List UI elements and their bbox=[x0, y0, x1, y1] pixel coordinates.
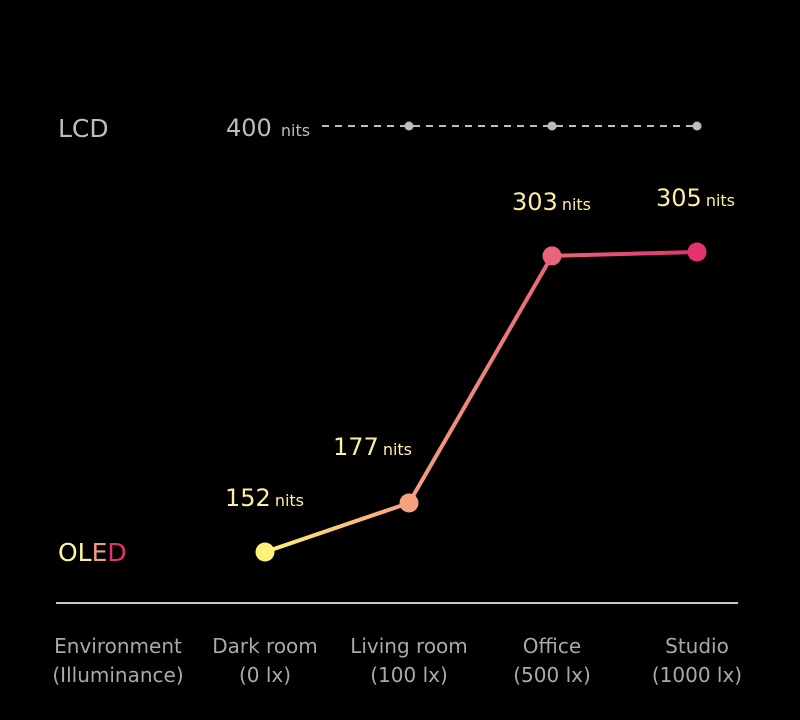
x-tick-sublabel: (100 lx) bbox=[370, 663, 448, 687]
oled-point bbox=[542, 246, 562, 266]
lcd-value-unit: nits bbox=[281, 121, 310, 140]
oled-value-label: 177 nits bbox=[333, 433, 412, 461]
x-tick-sublabel: (500 lx) bbox=[513, 663, 591, 687]
x-tick-label: Studio bbox=[665, 634, 729, 658]
lcd-series-label: LCD bbox=[58, 114, 109, 143]
lcd-point bbox=[692, 121, 702, 131]
lcd-point bbox=[404, 121, 414, 131]
x-tick-sublabel: (1000 lx) bbox=[652, 663, 742, 687]
oled-value-unit: nits bbox=[706, 191, 735, 210]
oled-series-label: OLED bbox=[58, 538, 127, 567]
x-tick-labels: Dark room (0 lx) Living room (100 lx) Office… bbox=[212, 634, 742, 687]
lcd-series bbox=[322, 121, 702, 131]
oled-label-part: OL bbox=[58, 538, 92, 567]
oled-value-number: 177 bbox=[333, 433, 379, 461]
lcd-value-number: 400 bbox=[226, 114, 272, 142]
x-tick-label: Living room bbox=[350, 634, 468, 658]
x-tick-sublabel: (0 lx) bbox=[239, 663, 291, 687]
oled-point bbox=[255, 542, 275, 562]
x-tick-label: Dark room bbox=[212, 634, 318, 658]
lcd-point bbox=[547, 121, 557, 131]
oled-value-number: 305 bbox=[656, 184, 702, 212]
oled-value-label: 152 nits bbox=[225, 484, 304, 512]
oled-value-label: 305 nits bbox=[656, 184, 735, 212]
oled-label-part: E bbox=[92, 538, 108, 567]
oled-value-number: 303 bbox=[512, 188, 558, 216]
x-tick-label: Office bbox=[523, 634, 581, 658]
oled-series bbox=[255, 242, 707, 562]
oled-line bbox=[264, 250, 698, 554]
oled-value-label: 303 nits bbox=[512, 188, 591, 216]
oled-value-unit: nits bbox=[275, 491, 304, 510]
x-header-line2: (Illuminance) bbox=[52, 663, 183, 687]
oled-label-part: D bbox=[107, 538, 126, 567]
oled-value-unit: nits bbox=[562, 195, 591, 214]
lcd-value-label: 400 nits bbox=[226, 114, 310, 142]
oled-point bbox=[687, 242, 707, 262]
oled-point bbox=[399, 493, 419, 513]
oled-value-number: 152 bbox=[225, 484, 271, 512]
oled-value-unit: nits bbox=[383, 440, 412, 459]
x-header-line1: Environment bbox=[54, 634, 182, 658]
